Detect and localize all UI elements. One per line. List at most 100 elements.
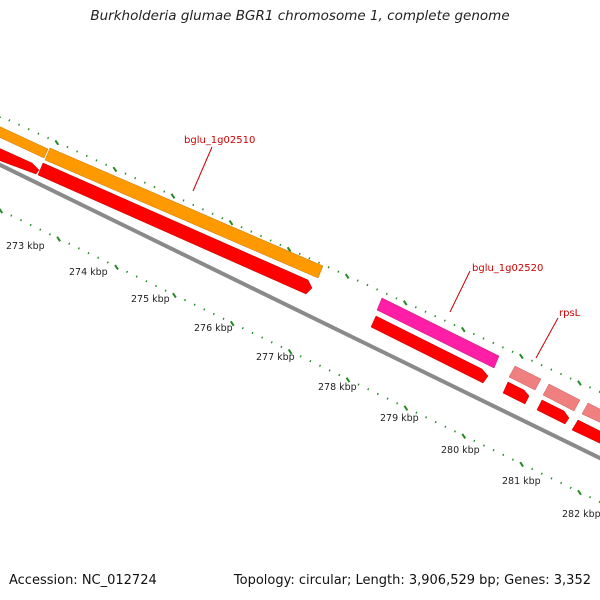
upper-minor-tick (211, 212, 214, 215)
kbp-label-273: 273 kbp (6, 241, 45, 252)
upper-minor-tick (492, 341, 495, 345)
lower-major-tick (172, 292, 177, 299)
gene-cds-6[interactable] (571, 419, 600, 448)
upper-minor-tick (588, 386, 592, 389)
leader-bglu-1g02520 (449, 270, 471, 313)
upper-minor-tick (559, 372, 562, 376)
lower-minor-tick (135, 275, 138, 278)
upper-minor-tick (443, 319, 446, 322)
upper-minor-tick (424, 310, 427, 313)
lower-minor-tick (270, 341, 273, 344)
upper-minor-tick (395, 297, 398, 300)
accession-text: Accession: NC_012724 (9, 573, 157, 588)
gene-bglu-1g02510-orange[interactable] (0, 122, 49, 159)
kbp-label-278: 278 kbp (318, 382, 357, 393)
lower-minor-tick (396, 402, 399, 405)
upper-minor-tick (414, 306, 417, 309)
gene-label-rpsL[interactable]: rpsL (559, 308, 581, 319)
lower-major-tick (403, 405, 409, 411)
lower-minor-tick (48, 233, 51, 236)
upper-minor-tick (85, 154, 88, 158)
kbp-label-277: 277 kbp (256, 352, 295, 363)
upper-minor-tick (269, 239, 272, 242)
upper-major-tick (286, 246, 292, 253)
gene-cds-2[interactable] (37, 162, 313, 295)
lower-minor-tick (531, 467, 534, 471)
gene-pink-3[interactable] (581, 402, 600, 427)
upper-minor-tick (27, 128, 30, 131)
lower-minor-tick (19, 219, 22, 222)
lower-minor-tick (39, 228, 42, 231)
kbp-label-group: 273 kbp 274 kbp 275 kbp 276 kbp 277 kbp … (6, 241, 600, 520)
lower-major-tick (0, 208, 4, 214)
lower-tick-track (0, 208, 600, 504)
lower-major-tick (519, 461, 524, 468)
lower-minor-tick (502, 453, 505, 457)
lower-minor-tick (511, 458, 514, 461)
gene-cds-5[interactable] (536, 399, 570, 425)
upper-major-tick (460, 326, 466, 333)
kbp-label-279: 279 kbp (380, 413, 419, 424)
lower-minor-tick (434, 420, 437, 424)
upper-tick-track (0, 115, 600, 394)
leader-bglu-1g02510 (192, 146, 213, 192)
lower-minor-tick (318, 364, 321, 367)
upper-minor-tick (143, 181, 146, 184)
upper-minor-tick (472, 332, 475, 336)
lower-minor-tick (540, 472, 543, 475)
lower-minor-tick (357, 383, 360, 386)
upper-major-tick (54, 139, 60, 146)
upper-minor-tick (259, 234, 262, 238)
lower-minor-tick (376, 392, 379, 396)
gene-bglu-1g02510-orange-b[interactable] (44, 147, 324, 279)
kbp-label-280: 280 kbp (441, 445, 480, 456)
upper-major-tick (519, 353, 524, 360)
upper-minor-tick (182, 199, 185, 202)
upper-minor-tick (385, 292, 388, 296)
lower-minor-tick (492, 449, 495, 452)
upper-minor-tick (76, 150, 79, 153)
upper-major-tick (344, 273, 350, 279)
lower-minor-tick (241, 327, 244, 330)
upper-minor-tick (221, 217, 224, 220)
lower-minor-tick (68, 242, 71, 245)
upper-minor-tick (356, 279, 359, 282)
lower-minor-tick (425, 416, 428, 419)
lower-minor-tick (97, 256, 100, 259)
upper-minor-tick (376, 288, 379, 291)
chromosome-backbone (0, 162, 600, 461)
lower-minor-tick (87, 251, 90, 255)
upper-minor-tick (337, 270, 340, 273)
lower-minor-tick (145, 280, 148, 283)
upper-minor-tick (37, 132, 40, 135)
gene-cds-1[interactable] (0, 144, 40, 175)
upper-minor-tick (18, 123, 21, 126)
upper-minor-tick (124, 172, 127, 175)
lower-minor-tick (589, 495, 592, 499)
gene-rpsL[interactable] (508, 365, 542, 391)
kbp-label-276: 276 kbp (194, 323, 233, 334)
upper-major-tick (577, 380, 582, 386)
upper-minor-tick (105, 163, 108, 167)
gene-cds-3[interactable] (370, 315, 489, 384)
gene-label-bglu-1g02510[interactable]: bglu_1g02510 (184, 135, 255, 146)
gene-pink-2[interactable] (542, 383, 581, 412)
gene-label-bglu-1g02520[interactable]: bglu_1g02520 (472, 263, 543, 274)
lower-minor-tick (550, 477, 553, 480)
lower-minor-tick (193, 303, 196, 306)
lower-minor-tick (77, 247, 80, 250)
upper-minor-tick (511, 350, 514, 353)
gene-bglu-1g02520-magenta[interactable] (376, 297, 500, 369)
upper-minor-tick (327, 266, 330, 269)
lower-minor-tick (154, 284, 158, 288)
lower-minor-tick (473, 439, 476, 443)
kbp-label-274: 274 kbp (69, 267, 108, 278)
upper-minor-tick (540, 363, 543, 367)
upper-minor-tick (530, 359, 533, 362)
upper-minor-tick (47, 136, 50, 140)
gene-cds-4[interactable] (502, 381, 530, 405)
lower-major-tick (56, 236, 61, 242)
gene-features (0, 122, 600, 448)
upper-minor-tick (279, 243, 282, 247)
upper-minor-tick (250, 230, 253, 233)
